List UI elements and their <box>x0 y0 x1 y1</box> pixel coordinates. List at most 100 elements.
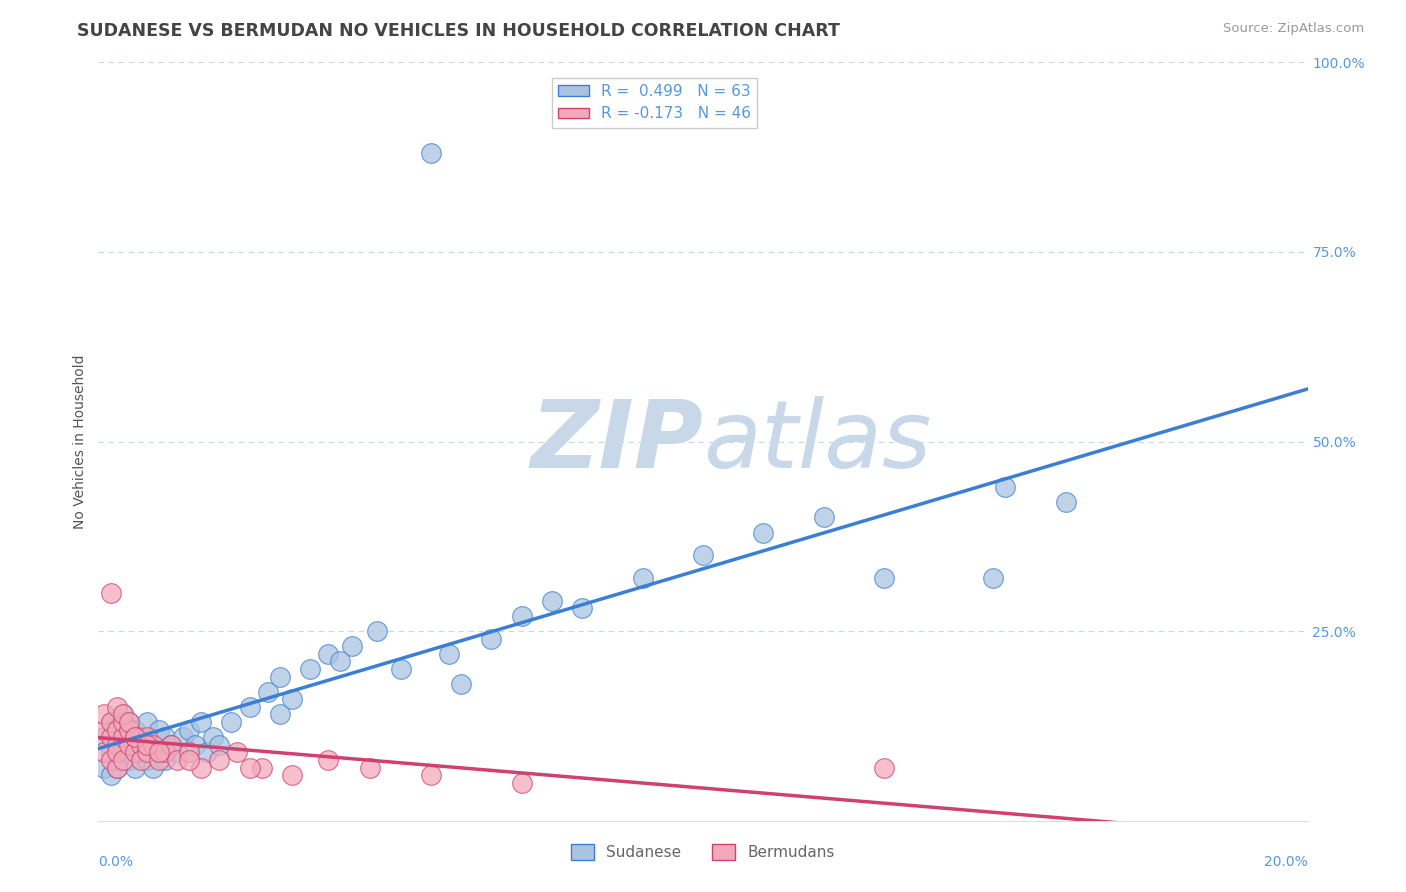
Point <box>389 662 412 676</box>
Point <box>105 738 128 752</box>
Point <box>100 753 122 767</box>
Point <box>179 746 201 760</box>
Point <box>100 586 122 600</box>
Point <box>571 601 593 615</box>
Point <box>1054 495 1077 509</box>
Point <box>179 753 201 767</box>
Point <box>692 548 714 563</box>
Point <box>281 768 304 782</box>
Point <box>124 746 146 760</box>
Point <box>148 746 170 760</box>
Point <box>118 715 141 730</box>
Point <box>316 647 339 661</box>
Point <box>190 715 212 730</box>
Point <box>124 760 146 774</box>
Point <box>135 753 157 767</box>
Point <box>100 730 122 744</box>
Point <box>190 760 212 774</box>
Point <box>111 730 134 744</box>
Point <box>481 632 503 646</box>
Point <box>105 738 128 752</box>
Point <box>142 738 165 752</box>
Point <box>118 753 141 767</box>
Text: 0.0%: 0.0% <box>98 855 134 869</box>
Point <box>873 760 896 774</box>
Point <box>129 746 152 760</box>
Point <box>93 760 115 774</box>
Point <box>129 738 152 752</box>
Point <box>179 723 201 737</box>
Point <box>153 730 176 744</box>
Point <box>221 715 243 730</box>
Point <box>111 753 134 767</box>
Point <box>105 723 128 737</box>
Point <box>208 753 231 767</box>
Point <box>752 525 775 540</box>
Point <box>510 608 533 623</box>
Point <box>166 753 188 767</box>
Point <box>135 730 157 744</box>
Point <box>129 753 152 767</box>
Point <box>118 723 141 737</box>
Point <box>93 723 115 737</box>
Point <box>239 699 262 714</box>
Point <box>135 746 157 760</box>
Point <box>124 730 146 744</box>
Point <box>100 768 122 782</box>
Point <box>342 639 364 653</box>
Point <box>510 776 533 790</box>
Point <box>142 760 165 774</box>
Point <box>93 707 115 722</box>
Text: Source: ZipAtlas.com: Source: ZipAtlas.com <box>1223 22 1364 36</box>
Point <box>239 760 262 774</box>
Point <box>124 730 146 744</box>
Point <box>873 571 896 585</box>
Point <box>148 753 170 767</box>
Text: 20.0%: 20.0% <box>1264 855 1308 869</box>
Point <box>981 571 1004 585</box>
Point <box>250 760 273 774</box>
Text: SUDANESE VS BERMUDAN NO VEHICLES IN HOUSEHOLD CORRELATION CHART: SUDANESE VS BERMUDAN NO VEHICLES IN HOUS… <box>77 22 841 40</box>
Point <box>111 715 134 730</box>
Point <box>124 723 146 737</box>
Point <box>105 746 128 760</box>
Point <box>256 685 278 699</box>
Point <box>420 146 443 161</box>
Point <box>111 746 134 760</box>
Point <box>450 677 472 691</box>
Point <box>813 510 835 524</box>
Point <box>208 738 231 752</box>
Point <box>105 760 128 774</box>
Point <box>540 594 562 608</box>
Point <box>226 746 249 760</box>
Point <box>111 707 134 722</box>
Point <box>142 738 165 752</box>
Point <box>269 669 291 683</box>
Point <box>118 738 141 752</box>
Point <box>135 715 157 730</box>
Point <box>93 746 115 760</box>
Point <box>172 730 194 744</box>
Point <box>631 571 654 585</box>
Point <box>366 624 388 639</box>
Point <box>437 647 460 661</box>
Point <box>281 692 304 706</box>
Point <box>994 480 1017 494</box>
Point <box>202 730 225 744</box>
Point <box>184 738 207 752</box>
Point <box>329 655 352 669</box>
Point <box>118 738 141 752</box>
Point <box>129 730 152 744</box>
Point <box>153 746 176 760</box>
Point <box>105 723 128 737</box>
Point <box>100 715 122 730</box>
Point <box>160 738 183 752</box>
Legend: Sudanese, Bermudans: Sudanese, Bermudans <box>565 838 841 866</box>
Point <box>316 753 339 767</box>
Point <box>105 753 128 767</box>
Point <box>420 768 443 782</box>
Point <box>195 746 218 760</box>
Point <box>111 730 134 744</box>
Point <box>299 662 322 676</box>
Point <box>360 760 382 774</box>
